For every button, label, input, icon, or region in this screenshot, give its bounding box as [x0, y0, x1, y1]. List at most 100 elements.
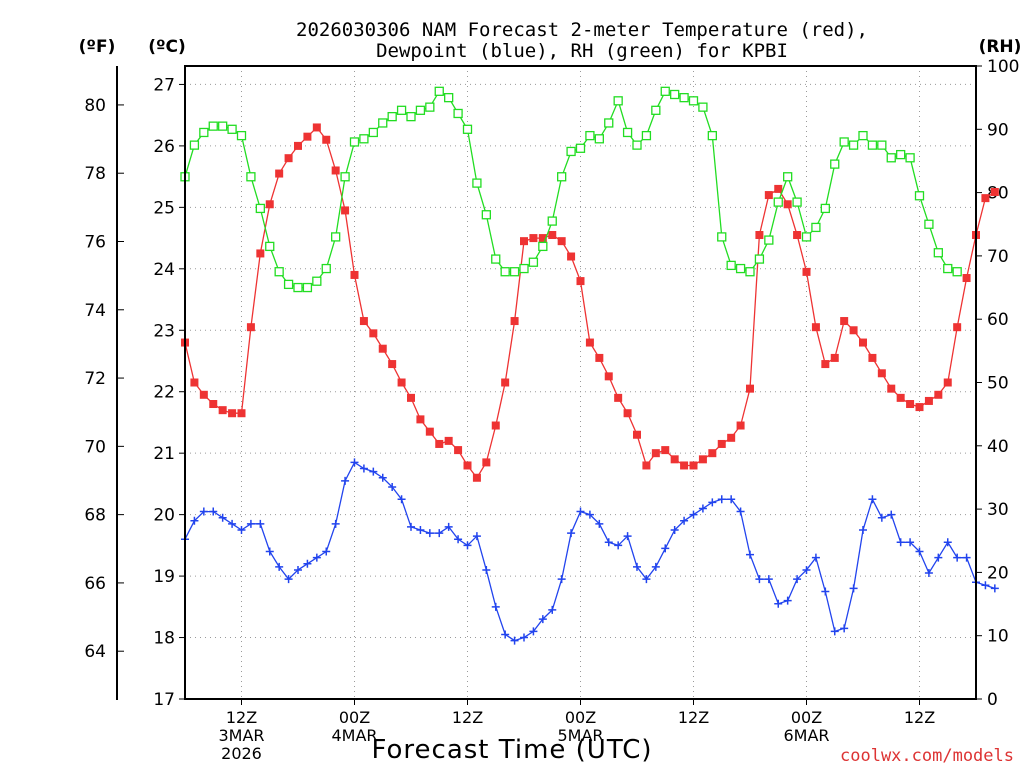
temperature-point [209, 400, 218, 409]
rh-point [707, 130, 717, 141]
temperature-point [444, 436, 453, 445]
celsius-tick-label: 22 [153, 383, 175, 403]
temperature-point [284, 154, 293, 163]
dewpoint-point [444, 522, 453, 531]
dewpoint-point [698, 504, 707, 513]
temperature-point [887, 384, 896, 393]
rh-point [886, 153, 896, 163]
temperature-point [585, 338, 594, 347]
temperature-point [312, 123, 321, 132]
dewpoint-point [388, 482, 397, 491]
dewpoint-point [670, 525, 679, 534]
rh-point [801, 232, 812, 242]
temperature-point [454, 446, 463, 455]
temperature-point [924, 396, 933, 405]
temperature-point [840, 317, 849, 326]
temperature-point [218, 406, 227, 415]
dewpoint-point [717, 495, 726, 504]
temperature-point [567, 252, 576, 261]
temperature-point [990, 187, 999, 196]
rh-tick-label: 100 [987, 57, 1019, 77]
rh-axis-unit: (RH) [979, 37, 1022, 57]
dewpoint-point [924, 569, 933, 578]
temperature-point [943, 378, 952, 387]
temperature-point [294, 141, 302, 150]
dewpoint-point [491, 602, 500, 611]
plot-frame [184, 65, 977, 700]
temperature-point [783, 200, 792, 209]
temperature-point [868, 353, 877, 362]
dewpoint-point [557, 575, 566, 584]
dewpoint-point [868, 495, 877, 504]
temperature-point [520, 237, 528, 246]
rh-point [406, 111, 416, 122]
rh-point [321, 263, 331, 274]
rh-point [867, 140, 878, 150]
temperature-point [623, 409, 632, 418]
temperature-point [482, 458, 491, 467]
rh-point [387, 111, 397, 122]
rh-point [622, 127, 633, 138]
dewpoint-point [802, 565, 811, 574]
temperature-point [661, 446, 670, 455]
rh-point [246, 172, 256, 182]
dewpoint-series [181, 458, 999, 645]
rh-point [425, 102, 435, 112]
dewpoint-point [435, 529, 444, 538]
temperature-point [755, 231, 764, 240]
rh-point [283, 279, 294, 290]
temperature-point [811, 323, 820, 332]
dewpoint-point [943, 538, 952, 547]
rh-point [783, 172, 793, 182]
fahrenheit-tick-label: 72 [84, 369, 106, 389]
dewpoint-point [520, 633, 528, 642]
dewpoint-point [633, 562, 641, 571]
rh-tick-label: 50 [987, 374, 1009, 394]
rh-point [943, 263, 953, 274]
temperature-point [689, 461, 698, 470]
dewpoint-point [265, 547, 274, 556]
temperature-point [501, 378, 510, 387]
temperature-point [717, 439, 726, 448]
temperature-point [265, 200, 274, 209]
temperature-point [764, 191, 773, 200]
rh-point [566, 146, 576, 157]
dewpoint-point [369, 467, 378, 476]
dewpoint-point [755, 575, 764, 584]
rh-series [180, 86, 962, 293]
temperature-point [915, 403, 924, 412]
dewpoint-point [237, 525, 246, 534]
temperature-point [425, 427, 434, 436]
temperature-point [746, 384, 754, 393]
temperature-point [934, 390, 943, 399]
rh-point [830, 159, 840, 169]
celsius-tick-label: 19 [153, 567, 175, 587]
time-tick-label: 12Z [904, 708, 935, 727]
temperature-point [199, 390, 208, 399]
rh-point [349, 137, 360, 147]
temperature-point [680, 461, 689, 470]
rh-point [340, 172, 350, 182]
celsius-tick-label: 17 [153, 690, 175, 710]
celsius-tick-label: 21 [153, 444, 175, 464]
temperature-point [388, 360, 397, 369]
temperature-point [416, 415, 425, 424]
rh-point [302, 282, 313, 293]
rh-point [924, 219, 934, 229]
celsius-tick-label: 25 [153, 198, 175, 218]
dewpoint-point [350, 458, 359, 467]
rh-point [745, 267, 755, 277]
temperature-line [184, 126, 996, 479]
fahrenheit-tick-label: 64 [84, 642, 106, 662]
rh-point [312, 276, 322, 286]
temperature-point [463, 461, 472, 470]
dewpoint-point [764, 575, 773, 584]
dewpoint-point [322, 547, 331, 556]
temperature-point [614, 393, 623, 402]
temperature-point [576, 277, 585, 286]
time-tick-label: 12Z [226, 708, 257, 727]
dewpoint-point [821, 587, 830, 596]
rh-tick-label: 30 [987, 500, 1009, 520]
time-tick-label: 6MAR [783, 726, 829, 745]
